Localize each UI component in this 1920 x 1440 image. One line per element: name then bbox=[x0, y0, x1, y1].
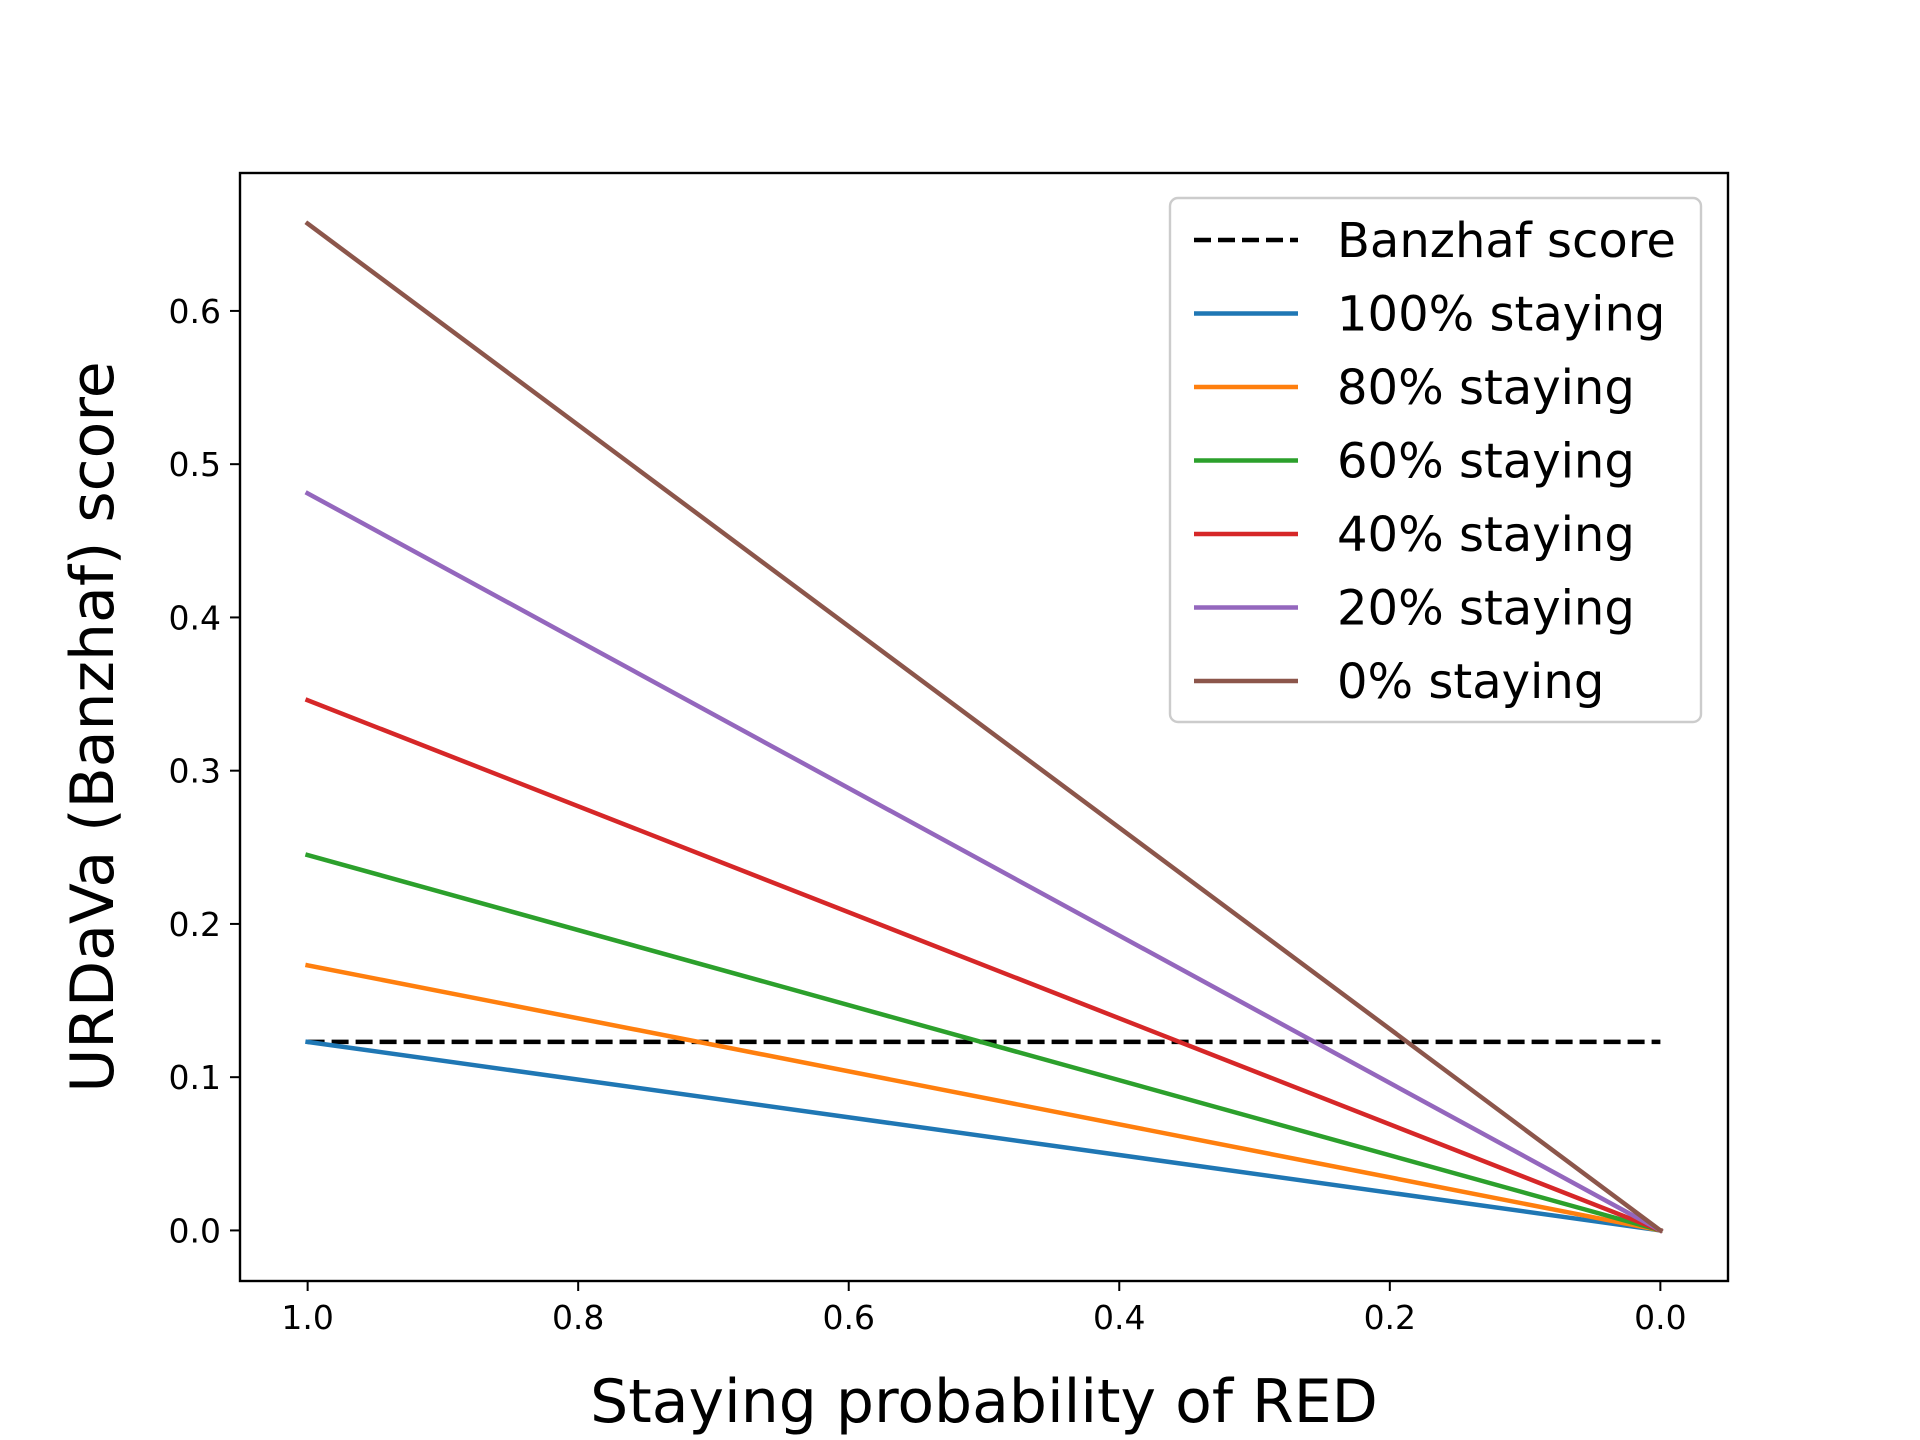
series-line-40pct-staying bbox=[304, 697, 1664, 1234]
x-tick-label: 0.6 bbox=[822, 1298, 874, 1337]
series-line-0pct-staying bbox=[304, 220, 1664, 1234]
legend: Banzhaf score 100% staying 80% staying 60% … bbox=[1168, 196, 1703, 724]
legend-label-40pct-staying: 40% staying bbox=[1337, 507, 1635, 563]
legend-label-20pct-staying: 20% staying bbox=[1337, 581, 1635, 637]
y-axis-label: URDaVa (Banzhaf) score bbox=[58, 361, 128, 1092]
legend-label-0pct-staying: 0% staying bbox=[1337, 654, 1604, 710]
x-tick-label: 0.0 bbox=[1634, 1298, 1686, 1337]
series-line-80pct-staying bbox=[304, 962, 1664, 1234]
legend-label-banzhaf-score: Banzhaf score bbox=[1337, 213, 1676, 269]
legend-label-60pct-staying: 60% staying bbox=[1337, 434, 1635, 490]
series-line-100pct-staying bbox=[305, 1039, 1663, 1233]
y-tick-label: 0.6 bbox=[169, 292, 221, 331]
y-tick-label: 0.1 bbox=[169, 1058, 221, 1097]
legend-box bbox=[1168, 196, 1703, 724]
x-axis-label: Staying probability of RED bbox=[590, 1367, 1378, 1437]
y-tick-label: 0.4 bbox=[169, 598, 221, 637]
x-tick-label: 0.4 bbox=[1093, 1298, 1145, 1337]
series-line-20pct-staying bbox=[304, 490, 1664, 1234]
plot-frame bbox=[238, 171, 1730, 1283]
series-line-60pct-staying bbox=[304, 852, 1664, 1234]
y-tick-label: 0.3 bbox=[169, 752, 221, 791]
legend-label-80pct-staying: 80% staying bbox=[1337, 360, 1635, 416]
x-tick-label: 0.8 bbox=[552, 1298, 604, 1337]
y-axis-ticks: 0.0 0.1 0.2 0.3 0.4 0.5 0.6 bbox=[169, 292, 240, 1250]
x-tick-label: 1.0 bbox=[281, 1298, 333, 1337]
x-axis-ticks: 1.0 0.8 0.6 0.4 0.2 0.0 bbox=[281, 1281, 1687, 1337]
legend-label-100pct-staying: 100% staying bbox=[1337, 287, 1665, 343]
plot-lines bbox=[304, 220, 1664, 1234]
y-tick-label: 0.0 bbox=[169, 1211, 221, 1250]
y-tick-label: 0.2 bbox=[169, 905, 221, 944]
y-tick-label: 0.5 bbox=[169, 445, 221, 484]
x-tick-label: 0.2 bbox=[1364, 1298, 1416, 1337]
legend-entries: Banzhaf score 100% staying 80% staying 60% … bbox=[1194, 213, 1676, 710]
